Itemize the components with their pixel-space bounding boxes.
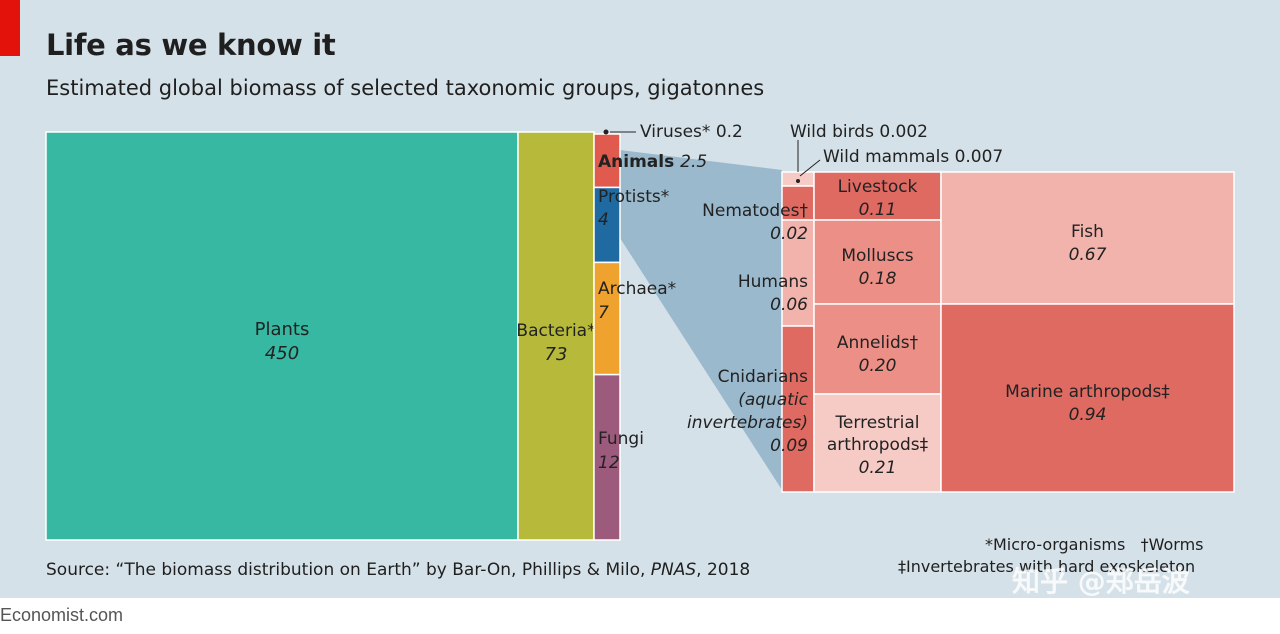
annelids-value: 0.20 xyxy=(859,356,897,376)
wild-mammals-leader xyxy=(799,159,821,177)
bacteria-label: Bacteria* xyxy=(516,321,595,341)
terrestrial-arthropods-label-1: Terrestrial xyxy=(834,413,919,433)
footnote-invertebrates: ‡Invertebrates with hard exoskeleton xyxy=(898,557,1196,576)
protists-value: 4 xyxy=(598,210,609,230)
biomass-treemap: Plants 450 Bacteria* 73 Viruses* 0.2 Animals … xyxy=(45,122,1235,541)
cnidarians-value: 0.09 xyxy=(770,436,808,456)
protists-label: Protists* xyxy=(598,187,669,207)
archaea-value: 7 xyxy=(598,303,609,323)
nematodes-block xyxy=(781,185,815,221)
fungi-label: Fungi xyxy=(598,429,644,449)
archaea-label: Archaea* xyxy=(598,279,676,299)
brand-red-tab xyxy=(0,0,20,56)
animals-connector xyxy=(620,150,782,490)
fungi-value: 12 xyxy=(598,453,620,473)
marine-arthropods-value: 0.94 xyxy=(1069,405,1107,425)
livestock-value: 0.11 xyxy=(859,200,897,220)
watermark: 知乎 @郑岳波 xyxy=(1012,565,1190,598)
marine-arthropods-label: Marine arthropods‡ xyxy=(1005,382,1170,402)
annelids-label: Annelids† xyxy=(837,333,919,353)
footnote-worms: †Worms xyxy=(1140,535,1204,554)
molluscs-label: Molluscs xyxy=(841,246,913,266)
cnidarians-label-1: Cnidarians xyxy=(718,367,808,387)
animals-label: Animals 2.5 xyxy=(598,152,707,172)
nematodes-label: Nematodes† xyxy=(702,201,808,221)
humans-label: Humans xyxy=(738,272,808,292)
cnidarians-block xyxy=(781,325,815,493)
footnote-micro-worms: *Micro-organisms †Worms xyxy=(985,535,1203,554)
terrestrial-arthropods-value: 0.21 xyxy=(859,458,897,478)
wild-mammals-label: Wild mammals 0.007 xyxy=(823,147,1003,167)
wild-birds-label: Wild birds 0.002 xyxy=(790,122,928,142)
bacteria-block xyxy=(517,131,595,541)
fungi-block xyxy=(593,373,621,541)
wild-mammals-dot xyxy=(796,179,800,183)
molluscs-block xyxy=(813,219,942,305)
terrestrial-arthropods-label-2: arthropods‡ xyxy=(827,435,929,455)
source-note: Source: “The biomass distribution on Ear… xyxy=(46,560,751,580)
animals-value: 2.5 xyxy=(680,152,707,172)
fish-label: Fish xyxy=(1071,222,1104,242)
plants-value: 450 xyxy=(265,343,299,364)
chart-subtitle: Estimated global biomass of selected tax… xyxy=(46,76,765,100)
terrestrial-arthropods-block xyxy=(813,393,942,493)
cnidarians-label-3: invertebrates) xyxy=(687,413,808,433)
cnidarians-label-2: (aquatic xyxy=(738,390,808,410)
fish-value: 0.67 xyxy=(1069,245,1107,265)
nematodes-value: 0.02 xyxy=(770,224,808,244)
bacteria-value: 73 xyxy=(545,344,568,365)
plants-label: Plants xyxy=(255,319,310,340)
viruses-dot xyxy=(603,129,609,135)
source-journal: PNAS xyxy=(650,560,697,580)
brand-logo-text: Economist.com xyxy=(0,605,124,625)
footer-bar xyxy=(0,598,1280,634)
fish-block xyxy=(940,171,1235,305)
livestock-label: Livestock xyxy=(838,177,918,197)
humans-value: 0.06 xyxy=(770,295,808,315)
annelids-block xyxy=(813,303,942,395)
molluscs-value: 0.18 xyxy=(859,269,897,289)
marine-arthropods-block xyxy=(940,303,1235,493)
chart-title: Life as we know it xyxy=(46,28,336,62)
footnote-micro: *Micro-organisms xyxy=(985,535,1126,554)
viruses-label: Viruses* 0.2 xyxy=(640,122,743,142)
